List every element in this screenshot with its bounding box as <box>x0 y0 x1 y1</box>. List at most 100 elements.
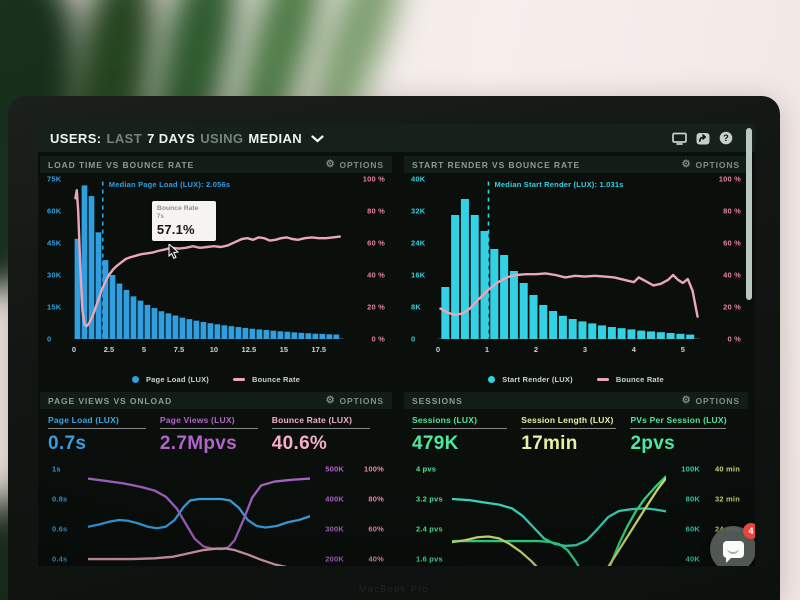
topbar-toolbar: ? <box>672 131 743 145</box>
options-button[interactable]: ⚙ OPTIONS <box>681 394 740 406</box>
axis-tick: 60K <box>685 524 700 534</box>
legend-dot-icon <box>488 376 496 383</box>
chart-svg[interactable] <box>88 462 310 566</box>
metric-label: Session Length (LUX) <box>521 415 614 425</box>
axis-tick: 2.5 <box>103 345 115 354</box>
panel-start-render-vs-bounce-rate: START RENDER VS BOUNCE RATE ⚙ OPTIONS 40K… <box>404 156 748 388</box>
axis-tick: 0 <box>435 345 441 354</box>
axis-tick: 10 <box>209 345 219 354</box>
panel-page-views-vs-onload: PAGE VIEWS VS ONLOAD ⚙ OPTIONS Page Load … <box>40 392 392 566</box>
axis-tick: 400K <box>325 494 344 504</box>
gear-icon: ⚙ <box>325 158 336 170</box>
axis-tick: 12.5 <box>241 345 257 354</box>
metric-value: 0.7s <box>48 433 87 454</box>
title-segment: 7 DAYS <box>147 130 196 146</box>
axis-tick: 80K <box>685 494 700 504</box>
metric-divider <box>412 428 508 429</box>
share-icon[interactable] <box>696 132 710 145</box>
axis-tick: 1.6 pvs <box>416 554 443 564</box>
chat-bubble-icon <box>722 540 744 563</box>
laptop-bezel: USERS: LAST 7 DAYS USING MEDIAN ? <box>8 96 780 600</box>
x-axis: 0 2.5 5 7.5 10 12.5 15 17.5 <box>72 345 344 355</box>
gear-icon: ⚙ <box>681 394 692 406</box>
dashboard-topbar: USERS: LAST 7 DAYS USING MEDIAN ? <box>38 124 755 152</box>
axis-tick: 100 % <box>362 174 385 184</box>
chart-area: 4 pvs 3.2 pvs 2.4 pvs 1.6 pvs 100K 80K 60K 40K… <box>408 462 744 566</box>
axis-tick: 0 % <box>727 334 741 344</box>
display-icon[interactable] <box>672 132 687 145</box>
metric-divider <box>159 428 258 429</box>
axis-tick: 4 <box>631 345 636 354</box>
chevron-down-icon <box>311 135 324 143</box>
axis-tick: 32 min <box>715 494 740 504</box>
metric-label: Bounce Rate (LUX) <box>271 415 353 425</box>
axis-tick: 0.6s <box>52 524 68 534</box>
scrollbar[interactable] <box>746 128 752 300</box>
y-axis-right-k: 500K 400K 300K 200K <box>312 462 344 566</box>
metric-row: Sessions (LUX) 479K Session Length (LUX)… <box>404 409 748 460</box>
title-segment: MEDIAN <box>248 130 303 146</box>
date-range-dropdown[interactable]: USERS: LAST 7 DAYS USING MEDIAN <box>50 131 324 146</box>
axis-tick: 17.5 <box>311 345 327 354</box>
axis-tick: 80 % <box>723 206 741 216</box>
axis-tick: 45K <box>47 238 62 248</box>
help-icon[interactable]: ? <box>719 131 733 145</box>
line-plot[interactable] <box>452 462 666 566</box>
chart-svg[interactable] <box>452 462 666 566</box>
axis-tick: 60 % <box>367 238 385 248</box>
panel-header: START RENDER VS BOUNCE RATE ⚙ OPTIONS <box>404 156 748 173</box>
median-annotation: Median Start Render (LUX): 1.031s <box>494 180 624 189</box>
messenger-button[interactable]: 4 <box>710 523 755 566</box>
legend-dot-icon <box>131 376 139 383</box>
chart-legend: Page Load (LUX) Bounce Rate <box>40 375 392 384</box>
axis-tick: 1s <box>52 464 61 474</box>
axis-tick: 40 min <box>715 464 740 474</box>
histogram-plot[interactable]: Median Start Render (LUX): 1.031s <box>438 179 700 339</box>
metric-value: 2.7Mpvs <box>159 433 237 454</box>
options-button[interactable]: ⚙ OPTIONS <box>325 158 384 170</box>
panel-header: PAGE VIEWS VS ONLOAD ⚙ OPTIONS <box>40 392 392 409</box>
metric-session-length: Session Length (LUX) 17min <box>521 415 630 459</box>
y-axis-right: 100 % 80 % 60 % 40 % 20 % 0 % <box>346 175 388 344</box>
metric-value: 479K <box>412 433 459 454</box>
metric-value: 17min <box>521 433 578 454</box>
options-button[interactable]: ⚙ OPTIONS <box>325 394 384 406</box>
axis-tick: 500K <box>325 464 344 474</box>
axis-tick: 5 <box>680 345 685 354</box>
axis-tick: 0 % <box>371 334 385 344</box>
axis-tick: 30K <box>47 270 62 280</box>
tooltip-value: 57.1% <box>156 221 195 237</box>
axis-tick: 40K <box>411 174 426 184</box>
axis-tick: 40 % <box>723 270 741 280</box>
legend-label: Start Render (LUX) <box>502 375 573 384</box>
gear-icon: ⚙ <box>325 394 336 406</box>
axis-tick: 60K <box>47 206 62 216</box>
axis-tick: 0.4s <box>52 554 68 564</box>
axis-tick: 0 <box>47 334 52 344</box>
axis-tick: 0 <box>411 334 416 344</box>
axis-tick: 0.8s <box>52 494 68 504</box>
metric-divider <box>48 428 146 429</box>
axis-tick: 7.5 <box>173 345 185 354</box>
line-plot[interactable] <box>88 462 310 566</box>
axis-tick: 300K <box>325 524 344 534</box>
chart-svg[interactable] <box>438 179 700 339</box>
axis-tick: 200K <box>325 554 344 564</box>
notification-badge: 4 <box>743 523 755 539</box>
options-button[interactable]: ⚙ OPTIONS <box>681 158 740 170</box>
y-axis-left: 40K 32K 24K 16K 8K 0 <box>408 175 436 344</box>
legend-label: Page Load (LUX) <box>145 375 209 384</box>
median-annotation: Median Page Load (LUX): 2.056s <box>108 180 231 189</box>
axis-tick: 4 pvs <box>416 464 437 474</box>
panel-title: PAGE VIEWS VS ONLOAD <box>48 395 173 406</box>
histogram-plot[interactable]: Median Page Load (LUX): 2.056s Bounce Ra… <box>74 179 344 339</box>
axis-tick: 24K <box>411 238 426 248</box>
panel-title: START RENDER VS BOUNCE RATE <box>412 159 581 170</box>
gear-icon: ⚙ <box>681 158 692 170</box>
axis-tick: 80% <box>368 494 384 504</box>
chart-svg[interactable] <box>74 179 344 339</box>
y-axis-left: 1s 0.8s 0.6s 0.4s <box>52 462 86 566</box>
axis-tick: 16K <box>411 270 426 280</box>
y-axis-right-pct: 100% 80% 60% 40% <box>346 462 384 566</box>
axis-tick: 100K <box>681 464 700 474</box>
